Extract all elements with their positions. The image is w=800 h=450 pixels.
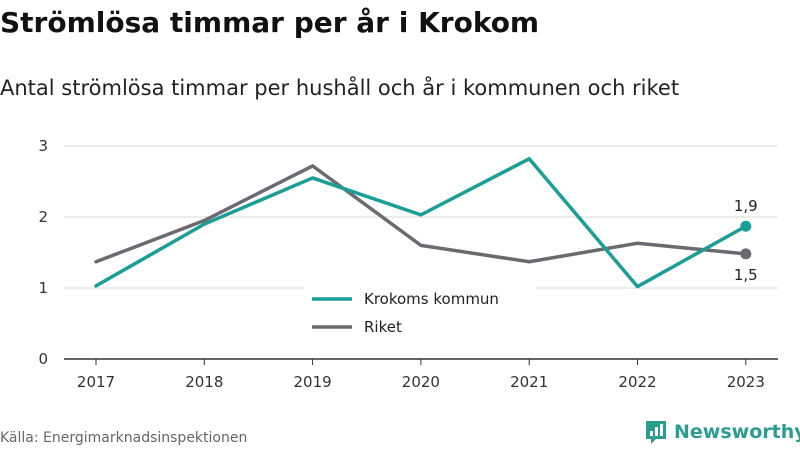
x-tick-label: 2023 — [727, 373, 765, 391]
chart-subtitle: Antal strömlösa timmar per hushåll och å… — [0, 76, 680, 100]
y-tick-label: 3 — [38, 137, 48, 155]
y-tick-label: 1 — [38, 279, 48, 297]
legend-label: Riket — [364, 318, 402, 336]
end-value-labels: 1,9 1,5 — [734, 197, 758, 284]
x-tick-label: 2021 — [510, 373, 548, 391]
series-line-krokom — [94, 157, 748, 289]
newsworthy-icon — [646, 421, 666, 444]
chart-title: Strömlösa timmar per år i Krokom — [0, 6, 540, 39]
brand-logo: Newsworthy — [644, 419, 800, 445]
line-chart: 0 1 2 3 2017 2018 2019 2020 2021 2022 2023 Krokom… — [38, 137, 778, 391]
y-tick-label: 2 — [38, 208, 48, 226]
source-note: Källa: Energimarknadsinspektionen — [0, 430, 248, 446]
x-axis-ticks: 2017 2018 2019 2020 2021 2022 2023 — [77, 359, 765, 391]
x-tick-label: 2019 — [294, 373, 332, 391]
series-lines — [94, 157, 752, 289]
x-tick-label: 2020 — [402, 373, 440, 391]
brand-name: Newsworthy — [674, 421, 800, 443]
y-axis-ticks: 0 1 2 3 — [38, 137, 48, 368]
x-tick-label: 2022 — [618, 373, 656, 391]
series-line-riket — [94, 164, 748, 264]
end-label-riket: 1,5 — [734, 266, 758, 284]
end-point-riket — [740, 248, 752, 260]
end-label-krokom: 1,9 — [734, 197, 758, 215]
end-point-krokom — [740, 220, 752, 232]
legend-background — [304, 285, 536, 347]
legend: Krokoms kommun Riket — [304, 285, 536, 347]
x-tick-label: 2018 — [185, 373, 223, 391]
legend-label: Krokoms kommun — [364, 290, 499, 308]
x-tick-label: 2017 — [77, 373, 115, 391]
y-tick-label: 0 — [38, 350, 48, 368]
